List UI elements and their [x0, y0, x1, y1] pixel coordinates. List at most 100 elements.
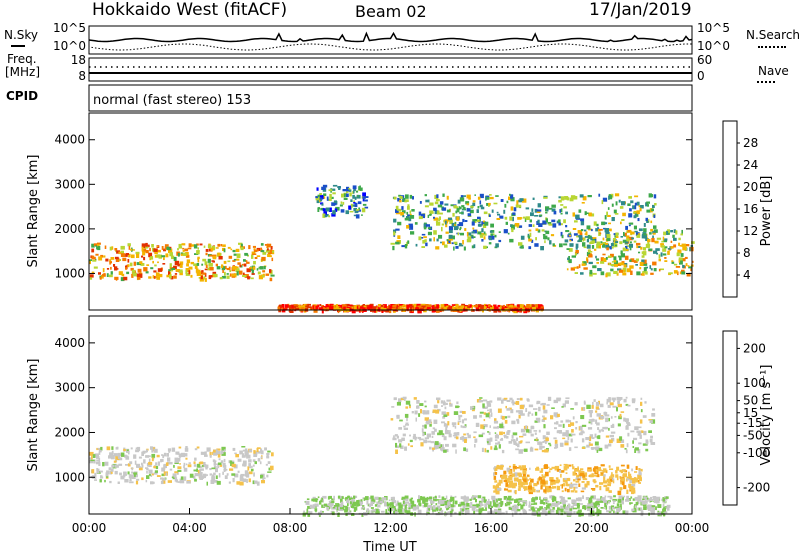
echo-cell	[94, 479, 97, 481]
echo-cell	[586, 225, 591, 230]
echo-cell	[222, 462, 226, 467]
echo-cell	[478, 508, 483, 511]
echo-cell	[633, 478, 639, 482]
echo-cell	[586, 259, 589, 263]
echo-cell	[178, 243, 182, 249]
echo-cell	[214, 449, 219, 454]
echo-cell	[357, 503, 361, 507]
echo-cell	[386, 501, 389, 504]
echo-cell	[149, 247, 151, 252]
echo-cell	[399, 199, 402, 203]
echo-cell	[507, 495, 512, 498]
echo-cell	[582, 505, 586, 510]
echo-cell	[135, 251, 140, 255]
echo-cell	[500, 199, 504, 202]
echo-cell	[606, 401, 608, 405]
echo-cell	[615, 470, 618, 474]
echo-cell	[479, 204, 483, 208]
echo-cell	[563, 500, 568, 503]
echo-cell	[488, 237, 493, 241]
echo-cell	[620, 253, 625, 258]
echo-cell	[323, 193, 327, 196]
echo-cell	[514, 305, 516, 310]
echo-cell	[589, 272, 593, 277]
echo-cell	[137, 268, 142, 273]
echo-cell	[595, 484, 599, 488]
echo-cell	[156, 254, 161, 258]
echo-cell	[518, 500, 523, 502]
echo-cell	[161, 467, 165, 472]
echo-cell	[109, 480, 112, 484]
echo-cell	[222, 269, 224, 273]
echo-cell	[125, 253, 129, 256]
echo-cell	[602, 197, 608, 202]
echo-cell	[120, 475, 125, 480]
echo-cell	[422, 432, 425, 437]
echo-cell	[562, 478, 565, 482]
echo-cell	[583, 261, 587, 266]
echo-cell	[560, 212, 563, 215]
echo-cell	[355, 190, 359, 193]
echo-cell	[503, 480, 507, 482]
echo-cell	[319, 194, 325, 200]
echo-cell	[151, 447, 156, 452]
echo-cell	[582, 495, 584, 499]
echo-cell	[447, 511, 452, 514]
echo-cell	[560, 496, 565, 502]
echo-cell	[424, 437, 429, 440]
echo-cell	[608, 397, 611, 400]
echo-cell	[616, 507, 620, 513]
echo-cell	[569, 239, 572, 242]
echo-cell	[644, 496, 647, 501]
echo-cell	[89, 274, 94, 278]
echo-cell	[221, 446, 226, 451]
echo-cell	[448, 226, 453, 231]
echo-cell	[539, 496, 541, 500]
echo-cell	[95, 245, 98, 247]
echo-cell	[402, 503, 406, 507]
echo-cell	[627, 203, 631, 206]
echo-cell	[402, 433, 406, 437]
echo-cell	[98, 272, 101, 275]
echo-cell	[566, 268, 569, 271]
echo-cell	[679, 260, 683, 265]
echo-cell	[251, 465, 253, 468]
echo-cell	[589, 497, 592, 500]
echo-cell	[531, 498, 536, 503]
echo-cell	[643, 233, 646, 236]
echo-cell	[344, 193, 346, 198]
echo-cell	[610, 416, 613, 419]
echo-cell	[511, 473, 515, 477]
echo-cell	[436, 210, 440, 215]
x-axis-label: Time UT	[362, 540, 416, 554]
echo-cell	[608, 427, 610, 431]
echo-cell	[608, 195, 613, 200]
echo-cell	[460, 501, 465, 506]
echo-cell	[481, 498, 484, 502]
echo-cell	[596, 413, 601, 417]
echo-cell	[480, 304, 484, 310]
echo-cell	[239, 270, 243, 275]
echo-cell	[567, 488, 570, 493]
echo-cell	[586, 251, 591, 257]
echo-cell	[186, 264, 189, 267]
echo-cell	[648, 419, 652, 421]
echo-cell	[511, 506, 516, 512]
echo-cell	[603, 476, 606, 481]
echo-cell	[579, 503, 583, 505]
echo-cell	[506, 408, 510, 411]
echo-cell	[361, 304, 366, 309]
echo-cell	[653, 499, 656, 504]
echo-cell	[482, 233, 487, 236]
echo-cell	[638, 426, 642, 429]
echo-cell	[516, 418, 520, 422]
echo-cell	[232, 478, 235, 483]
echo-cell	[151, 473, 154, 476]
echo-cell	[520, 484, 524, 488]
echo-cell	[346, 186, 350, 192]
echo-cell	[634, 202, 637, 206]
echo-cell	[110, 455, 115, 460]
echo-cell	[91, 255, 95, 260]
echo-cell	[92, 454, 96, 458]
echo-cell	[454, 425, 457, 429]
